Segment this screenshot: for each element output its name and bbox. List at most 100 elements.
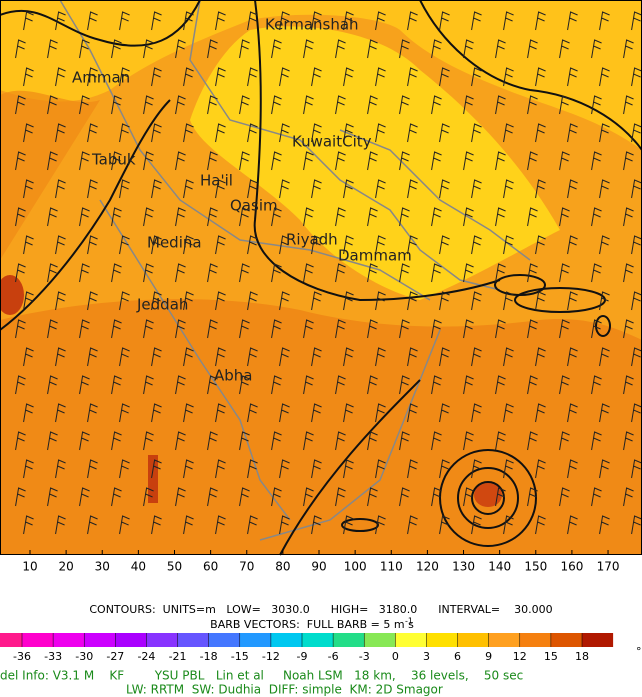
wind-barb: [311, 515, 322, 535]
wind-barb: [335, 95, 346, 115]
wind-barb: [495, 95, 506, 115]
wind-barb: [151, 123, 162, 143]
wind-barb: [279, 11, 290, 31]
wind-barb: [311, 403, 322, 423]
x-tick-label: 150: [524, 560, 547, 574]
wind-barb: [303, 39, 314, 59]
wind-barb: [343, 179, 354, 199]
wind-barb: [215, 515, 226, 535]
wind-barb: [15, 375, 26, 395]
wind-barb: [439, 123, 450, 143]
wind-barb: [631, 235, 642, 255]
wind-barb: [399, 263, 410, 283]
wind-barb: [247, 459, 258, 479]
wind-barb: [279, 67, 290, 87]
wind-barb: [47, 95, 58, 115]
colorbar-label: -6: [328, 650, 339, 663]
wind-barb: [631, 403, 642, 423]
wind-barb: [399, 151, 410, 171]
wind-barb: [303, 151, 314, 171]
wind-barb: [79, 39, 90, 59]
field-region: [0, 0, 642, 150]
city-label: Abha: [214, 367, 252, 385]
wind-barb: [239, 39, 250, 59]
x-tick-label: 120: [416, 560, 439, 574]
wind-barb: [175, 263, 186, 283]
wind-barb: [375, 459, 386, 479]
wind-barb: [79, 487, 90, 507]
city-label: Jeddah: [136, 296, 188, 314]
wind-barb: [591, 375, 602, 395]
wind-barb: [623, 375, 634, 395]
wind-barb: [463, 319, 474, 339]
wind-barb: [439, 235, 450, 255]
wind-barb: [271, 431, 282, 451]
wind-barb: [119, 67, 130, 87]
wind-barb: [599, 235, 610, 255]
wind-barb: [175, 95, 186, 115]
wind-barb: [87, 291, 98, 311]
wind-barb: [343, 123, 354, 143]
wind-barb: [503, 459, 514, 479]
colorbar-label: -9: [297, 650, 308, 663]
wind-barb: [271, 95, 282, 115]
wind-barb: [471, 403, 482, 423]
wind-barb: [343, 403, 354, 423]
colorbar-swatch: [582, 633, 614, 647]
wind-barb: [207, 319, 218, 339]
wind-barb: [559, 207, 570, 227]
wind-barb: [399, 487, 410, 507]
wind-barb: [47, 375, 58, 395]
x-tick-label: 30: [95, 560, 110, 574]
wind-barb: [495, 487, 506, 507]
wind-barb: [55, 67, 66, 87]
wind-barb: [111, 263, 122, 283]
wind-barb: [527, 95, 538, 115]
wind-barb: [47, 207, 58, 227]
city-label: Amman: [72, 69, 130, 87]
wind-barb: [631, 515, 642, 535]
wind-barb: [527, 207, 538, 227]
wind-barb: [47, 263, 58, 283]
wind-barb: [591, 39, 602, 59]
wind-barb: [375, 67, 386, 87]
wind-barb: [527, 151, 538, 171]
wind-barb: [591, 263, 602, 283]
wind-barb: [407, 235, 418, 255]
map: Kermanshah Amman Tabuk Ha'il Qasim KuwaitCity…: [0, 0, 642, 556]
wind-barb: [87, 67, 98, 87]
wind-barb: [599, 403, 610, 423]
wind-barb: [279, 347, 290, 367]
wind-barb: [399, 39, 410, 59]
wind-barb: [111, 207, 122, 227]
wind-barb: [311, 67, 322, 87]
wind-barb: [143, 431, 154, 451]
wind-barb: [567, 291, 578, 311]
wind-barb: [623, 319, 634, 339]
colorbar-swatch: [270, 633, 302, 647]
wind-barb: [151, 11, 162, 31]
wind-barb: [407, 291, 418, 311]
wind-barb: [15, 263, 26, 283]
wind-barb: [399, 319, 410, 339]
wind-barb: [367, 487, 378, 507]
wind-barb: [503, 403, 514, 423]
wind-barb: [111, 39, 122, 59]
wind-barb: [535, 11, 546, 31]
wind-barb: [47, 431, 58, 451]
wind-barb: [591, 431, 602, 451]
wind-barb: [143, 263, 154, 283]
wind-barb: [47, 39, 58, 59]
wind-barb: [343, 459, 354, 479]
colorbar-swatch: [488, 633, 520, 647]
city-label: Ha'il: [200, 172, 233, 190]
wind-barb: [119, 11, 130, 31]
wind-barb: [55, 291, 66, 311]
wind-barb: [247, 235, 258, 255]
wind-barb: [55, 347, 66, 367]
x-tick-label: 130: [452, 560, 475, 574]
wind-barb: [399, 375, 410, 395]
wind-barb: [375, 235, 386, 255]
wind-barb: [183, 459, 194, 479]
wind-barb: [431, 95, 442, 115]
